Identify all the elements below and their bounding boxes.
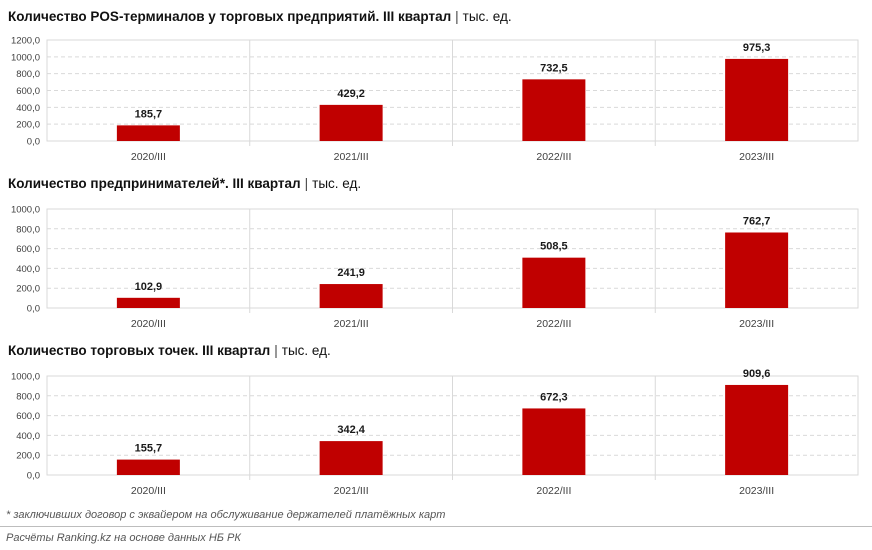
chart-1-bar-2023-III [725,58,789,142]
chart-3-title: Количество торговых точек. III квартал | т… [8,343,331,358]
chart-3-category-label: 2022/III [536,485,571,497]
chart-3-unit: тыс. ед. [281,343,331,358]
chart-3-bar-2021-III [319,441,383,475]
chart-1-ytick-label: 0,0 [27,137,40,148]
chart-2-data-label: 102,9 [135,281,163,293]
chart-2-bar-2020-III [116,297,180,308]
chart-2-bar-2023-III [725,232,789,308]
chart-3-title-separator: | [274,343,278,358]
footnote: * заключивших договор с эквайером на обс… [6,509,446,521]
chart-1-bar-2021-III [319,104,383,141]
chart-2-ytick-label: 200,0 [16,284,40,295]
chart-3-ytick-label: 800,0 [16,391,40,402]
chart-3-title-text: Количество торговых точек. III квартал [8,343,271,358]
chart-2-ytick-label: 0,0 [27,304,40,315]
chart-1-unit: тыс. ед. [462,9,512,24]
chart-3-ytick-label: 600,0 [16,411,40,422]
chart-1-data-label: 429,2 [337,88,365,100]
chart-1-title-text: Количество POS-терминалов у торговых пре… [8,9,452,24]
chart-1-plot: 0,0 200,0 400,0 600,0 800,0 1000,0 1200,0 185,7… [11,36,859,163]
chart-2-ytick-label: 1000,0 [11,205,40,216]
chart-2-title-separator: | [304,176,309,191]
chart-1-data-label: 732,5 [540,62,568,74]
chart-2-category-label: 2020/III [131,318,166,330]
chart-2-bar-2021-III [319,284,383,308]
chart-3-category-label: 2021/III [334,485,369,497]
chart-1-bar-2022-III [522,79,586,141]
chart-3-plot: 0,0 200,0 400,0 600,0 800,0 1000,0 155,7 2020/I… [11,368,859,497]
chart-1-category-label: 2021/III [334,151,369,163]
chart-3-ytick-label: 0,0 [27,471,40,482]
chart-2-unit: тыс. ед. [312,176,362,191]
chart-2-data-label: 508,5 [540,241,568,253]
chart-1-ytick-label: 400,0 [16,103,40,114]
chart-3-data-label: 909,6 [743,368,771,380]
chart-1-ytick-label: 800,0 [16,69,40,80]
chart-1-ytick-label: 1200,0 [11,36,40,47]
chart-2-data-label: 241,9 [337,267,365,279]
chart-1-data-label: 975,3 [743,42,771,54]
chart-2-data-label: 762,7 [743,215,771,227]
chart-3-bar-2022-III [522,408,586,475]
chart-1-category-label: 2023/III [739,151,774,163]
chart-2-category-label: 2021/III [334,318,369,330]
chart-2-plot: 0,0 200,0 400,0 600,0 800,0 1000,0 102,9 2020/I… [11,205,859,330]
chart-3-bar-2023-III [725,384,789,475]
chart-3-ytick-label: 400,0 [16,431,40,442]
chart-3-bar-2020-III [116,459,180,475]
chart-2-title-text: Количество предпринимателей*. III кварта… [8,176,301,191]
chart-3-data-label: 155,7 [135,443,163,455]
chart-1-ytick-label: 600,0 [16,86,40,97]
chart-1-title-separator: | [455,9,459,24]
divider [0,526,872,527]
chart-2-category-label: 2022/III [536,318,571,330]
chart-1-bar-2020-III [116,125,180,141]
source-note: Расчёты Ranking.kz на основе данных НБ Р… [6,532,241,544]
chart-3-data-label: 342,4 [337,424,365,436]
chart-2-title: Количество предпринимателей*. III кварта… [8,176,361,191]
chart-3-ytick-label: 1000,0 [11,372,40,383]
chart-1-data-label: 185,7 [135,108,163,120]
chart-2-ytick-label: 600,0 [16,244,40,255]
chart-1-ytick-label: 1000,0 [11,52,40,63]
chart-3-category-label: 2020/III [131,485,166,497]
chart-1-category-label: 2020/III [131,151,166,163]
chart-2-ytick-label: 800,0 [16,224,40,235]
chart-1-ytick-label: 200,0 [16,120,40,131]
chart-1-title: Количество POS-терминалов у торговых пре… [8,9,512,24]
chart-1-category-label: 2022/III [536,151,571,163]
chart-3-category-label: 2023/III [739,485,774,497]
chart-2-category-label: 2023/III [739,318,774,330]
chart-3-data-label: 672,3 [540,391,568,403]
chart-2-ytick-label: 400,0 [16,264,40,275]
chart-2-bar-2022-III [522,257,586,308]
chart-3-ytick-label: 200,0 [16,451,40,462]
